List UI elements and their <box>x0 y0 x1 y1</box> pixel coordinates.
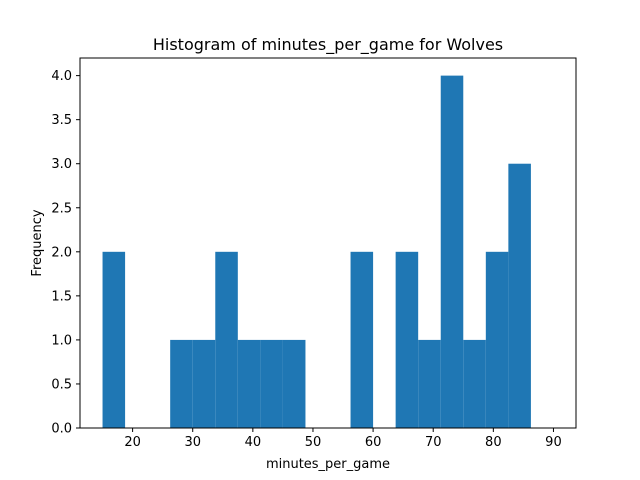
y-tick-label: 2.0 <box>51 245 72 260</box>
x-tick-label: 70 <box>425 435 442 450</box>
y-tick-label: 0.0 <box>51 422 72 437</box>
x-tick-label: 60 <box>365 435 382 450</box>
x-tick-label: 80 <box>485 435 502 450</box>
histogram-bar <box>192 339 216 428</box>
histogram-bar <box>463 339 486 428</box>
histogram-bar <box>350 251 374 428</box>
histogram-bar <box>170 339 193 428</box>
x-tick-label: 40 <box>245 435 262 450</box>
y-tick-label: 0.5 <box>51 377 72 392</box>
y-tick-label: 1.0 <box>51 333 72 348</box>
histogram-bar <box>395 251 419 428</box>
chart-title: Histogram of minutes_per_game for Wolves <box>153 35 503 55</box>
y-tick-label: 2.5 <box>51 201 72 216</box>
x-tick-label: 20 <box>124 435 141 450</box>
x-tick-label: 90 <box>545 435 562 450</box>
histogram-bar <box>282 339 306 428</box>
x-tick-label: 50 <box>305 435 322 450</box>
histogram-bar <box>485 251 509 428</box>
histogram-bar <box>440 75 464 428</box>
histogram-bar <box>237 339 261 428</box>
histogram-bar <box>418 339 441 428</box>
plot-frame <box>79 57 577 429</box>
y-tick-label: 1.5 <box>51 289 72 304</box>
y-axis-label: Frequency <box>30 209 45 276</box>
histogram-bar <box>102 251 126 428</box>
histogram-bar <box>508 163 531 428</box>
x-axis-label: minutes_per_game <box>266 457 390 472</box>
y-tick-label: 3.0 <box>51 157 72 172</box>
histogram-bar <box>215 251 238 428</box>
y-tick-label: 3.5 <box>51 113 72 128</box>
y-tick-label: 4.0 <box>51 69 72 84</box>
histogram-bar <box>260 339 283 428</box>
y-axis: 0.0 0.5 1.0 1.5 2.0 2.5 3.0 3.5 4.0 <box>51 69 80 437</box>
x-axis: 20 30 40 50 60 70 80 90 <box>124 428 562 450</box>
x-tick-label: 30 <box>184 435 201 450</box>
bars-group <box>102 75 531 428</box>
